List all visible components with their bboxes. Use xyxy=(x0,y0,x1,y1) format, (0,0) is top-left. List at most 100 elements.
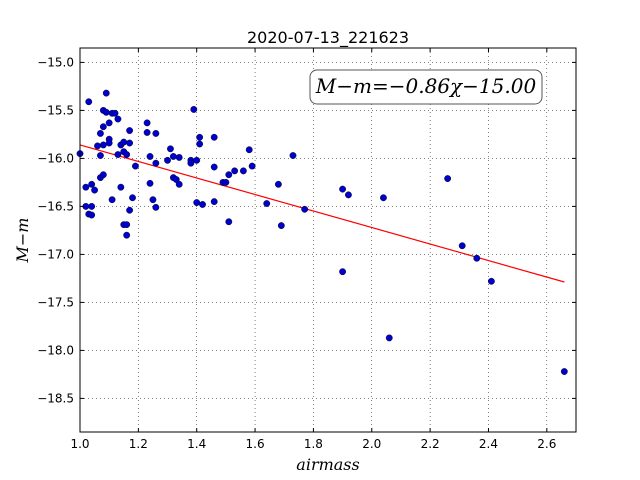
y-tick-label: −15.5 xyxy=(37,103,74,117)
scatter-points xyxy=(76,89,568,375)
data-point xyxy=(99,171,107,179)
data-point xyxy=(169,153,177,160)
data-point xyxy=(196,133,204,141)
fit-annotation: M−m=−0.86χ−15.00 xyxy=(309,69,543,105)
data-point xyxy=(222,178,230,186)
data-point xyxy=(444,175,452,182)
data-point xyxy=(301,205,309,213)
plot-background xyxy=(80,48,576,432)
data-point xyxy=(193,199,201,206)
data-point xyxy=(105,139,113,147)
data-point xyxy=(91,186,98,194)
x-tick-label: 1.4 xyxy=(187,437,206,451)
x-tick-label: 2.6 xyxy=(537,437,556,451)
data-point xyxy=(345,191,352,199)
y-tick-label: −15.0 xyxy=(37,55,74,69)
data-point xyxy=(458,242,466,250)
data-point xyxy=(248,162,256,170)
data-point xyxy=(175,180,183,188)
x-tick-label: 1.2 xyxy=(129,437,148,451)
data-point xyxy=(193,156,201,164)
grid xyxy=(79,48,576,432)
fit-line-group xyxy=(79,144,565,283)
data-point xyxy=(164,156,171,164)
y-tick-label: −16.5 xyxy=(37,199,74,213)
data-point xyxy=(210,133,218,141)
data-point xyxy=(97,152,104,159)
data-point xyxy=(114,115,122,123)
data-point xyxy=(97,130,104,137)
annotation-box xyxy=(309,69,543,105)
data-point xyxy=(245,146,253,154)
data-point xyxy=(190,106,198,113)
y-tick-label: −16.0 xyxy=(37,151,74,165)
data-point xyxy=(132,162,139,170)
tick-marks xyxy=(79,48,576,432)
y-axis-label: M−m xyxy=(13,218,32,264)
data-point xyxy=(114,151,122,158)
data-point xyxy=(225,218,233,226)
data-point xyxy=(105,119,113,127)
plot-area: M−m=−0.86χ−15.00 1.0 1.2 1.4 1.6 1.8 2.0 2.2 2.… xyxy=(37,47,577,451)
x-tick-label: 2.4 xyxy=(479,437,498,451)
data-point xyxy=(99,123,107,131)
y-tick-label: −17.5 xyxy=(37,295,74,309)
data-point xyxy=(199,201,206,208)
data-point xyxy=(196,140,204,148)
data-point xyxy=(120,138,128,146)
data-point xyxy=(88,180,96,188)
x-tick-label: 2.2 xyxy=(421,437,440,451)
data-point xyxy=(111,109,119,117)
x-tick-label: 1.6 xyxy=(246,437,265,451)
data-point xyxy=(339,185,346,193)
x-axis-label: airmass xyxy=(296,455,359,474)
data-point xyxy=(560,368,568,375)
data-point xyxy=(88,202,96,210)
data-point xyxy=(210,198,218,206)
data-point xyxy=(225,171,233,179)
data-point xyxy=(126,206,134,214)
y-tick-label: −18.5 xyxy=(37,391,74,405)
data-point xyxy=(126,127,134,134)
data-point xyxy=(187,159,195,167)
data-point xyxy=(102,108,110,116)
data-point xyxy=(143,119,151,127)
data-point xyxy=(85,98,93,106)
data-point xyxy=(123,221,131,229)
data-point xyxy=(82,183,90,191)
chart-title: 2020-07-13_221623 xyxy=(247,28,409,48)
data-point xyxy=(129,194,136,202)
data-point xyxy=(152,203,160,211)
data-point xyxy=(152,130,160,137)
data-point xyxy=(385,334,393,342)
y-tick-labels: −15.0 −15.5 −16.0 −16.5 −17.0 −17.5 −18.0 −18.5 xyxy=(37,55,74,405)
data-point xyxy=(143,129,151,136)
data-point xyxy=(123,231,131,239)
data-point xyxy=(473,254,481,262)
data-point xyxy=(102,89,110,97)
data-point xyxy=(175,154,183,161)
data-point xyxy=(149,196,157,204)
x-tick-label: 2.0 xyxy=(362,437,381,451)
y-tick-label: −17.0 xyxy=(37,247,74,261)
data-point xyxy=(108,196,116,204)
x-tick-labels: 1.0 1.2 1.4 1.6 1.8 2.0 2.2 2.4 2.6 xyxy=(70,437,556,451)
x-tick-label: 1.8 xyxy=(304,437,323,451)
data-point xyxy=(152,159,160,167)
data-point xyxy=(339,268,346,276)
data-point xyxy=(277,222,285,230)
data-point xyxy=(231,167,239,175)
data-point xyxy=(146,153,154,160)
data-point xyxy=(167,145,174,153)
data-point xyxy=(123,151,131,158)
data-point xyxy=(263,200,271,207)
x-tick-label: 1.0 xyxy=(70,437,89,451)
data-point xyxy=(117,183,125,191)
y-tick-label: −18.0 xyxy=(37,343,74,357)
data-point xyxy=(487,277,495,285)
data-point xyxy=(289,152,297,159)
data-point xyxy=(88,211,96,219)
fit-line xyxy=(79,144,565,283)
data-point xyxy=(239,167,247,175)
data-point xyxy=(274,180,282,188)
